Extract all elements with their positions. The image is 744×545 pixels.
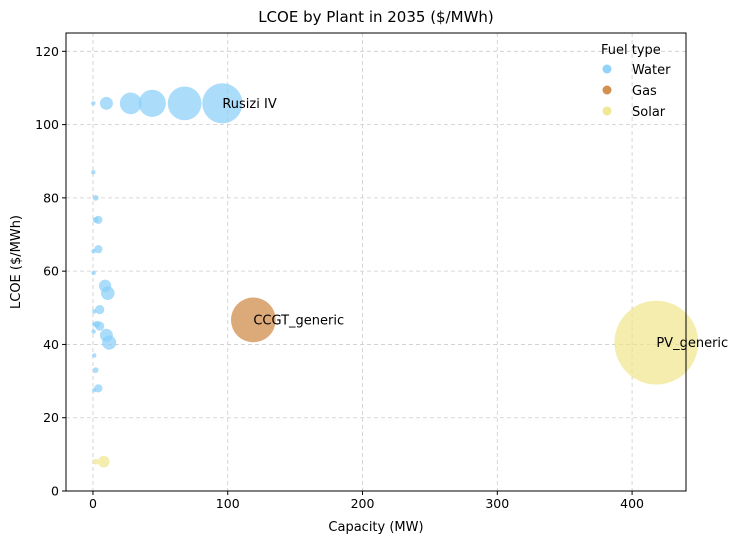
data-point-water <box>91 170 96 175</box>
data-point-water <box>92 353 97 358</box>
x-axis: 0 100 200 300 400 <box>89 491 644 511</box>
scatter-points <box>91 83 699 468</box>
y-axis-label: LCOE ($/MWh) <box>9 215 24 309</box>
data-point-solar <box>92 458 99 465</box>
legend: Fuel type Water Gas Solar <box>601 43 671 120</box>
data-point-water <box>92 367 99 373</box>
data-point-water <box>91 270 96 276</box>
annotation-label: CCGT_generic <box>253 313 344 328</box>
data-point-water <box>92 309 97 314</box>
annotations: Rusizi IV CCGT_generic PV_generic <box>222 97 728 351</box>
data-point-water <box>92 194 99 201</box>
data-point-solar <box>97 455 110 468</box>
legend-entry: Gas <box>632 84 657 99</box>
data-point-water <box>99 96 113 110</box>
x-tick-label: 0 <box>89 496 97 511</box>
y-tick-label: 100 <box>35 117 59 132</box>
y-tick-label: 80 <box>43 190 59 205</box>
data-point-water <box>99 328 113 342</box>
data-point-water <box>91 101 96 106</box>
data-point-water <box>91 329 96 334</box>
annotation-label: Rusizi IV <box>222 97 276 112</box>
y-axis: 0 20 40 60 80 100 120 <box>35 44 66 499</box>
data-point-gas <box>230 297 276 343</box>
x-tick-label: 300 <box>485 496 509 511</box>
legend-entry: Water <box>632 63 671 78</box>
y-tick-label: 0 <box>51 484 59 499</box>
x-tick-label: 100 <box>216 496 240 511</box>
data-point-water <box>167 86 202 121</box>
x-tick-label: 400 <box>620 496 644 511</box>
y-tick-label: 120 <box>35 44 59 59</box>
annotation-label: PV_generic <box>656 336 728 351</box>
chart-title: LCOE by Plant in 2035 ($/MWh) <box>258 8 494 26</box>
legend-title: Fuel type <box>601 43 661 58</box>
data-point-water <box>202 83 243 124</box>
data-point-water <box>119 92 142 115</box>
data-point-water <box>98 279 112 292</box>
legend-marker <box>602 106 612 116</box>
x-axis-label: Capacity (MW) <box>328 520 423 535</box>
plot-frame <box>65 32 687 492</box>
data-point-water <box>94 245 103 254</box>
data-point-water <box>92 216 99 223</box>
data-point-water <box>138 89 166 117</box>
data-point-water <box>95 305 105 315</box>
x-tick-label: 200 <box>351 496 375 511</box>
data-point-water <box>92 388 97 393</box>
y-tick-label: 40 <box>43 337 59 352</box>
legend-marker <box>602 64 612 74</box>
data-point-solar <box>614 300 699 385</box>
data-point-water <box>91 248 96 254</box>
legend-marker <box>602 85 612 95</box>
y-tick-label: 60 <box>43 264 59 279</box>
legend-entry: Solar <box>632 105 666 120</box>
y-tick-label: 20 <box>43 410 59 425</box>
data-point-water <box>92 322 97 327</box>
